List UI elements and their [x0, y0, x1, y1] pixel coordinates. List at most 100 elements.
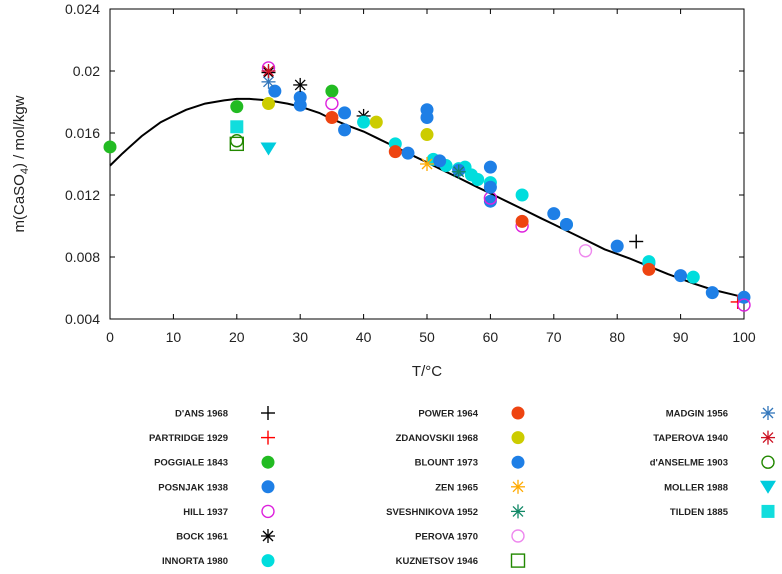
data-point [705, 286, 719, 300]
legend-label: HILL 1937 [183, 507, 228, 518]
data-point [610, 239, 624, 253]
axis-ticks: 0 10 20 30 40 50 60 70 80 90 100 0.004 0.008 0.012 0.0… [65, 1, 756, 345]
y-axis-label-part-1: m(CaSO [11, 174, 28, 232]
x-axis-label: T/°C [412, 363, 442, 380]
legend-label: ZEN 1965 [435, 482, 478, 493]
legend-label: POSNJAK 1938 [158, 482, 228, 493]
y-tick-label: 0.024 [65, 1, 100, 17]
legend-label: MADGIN 1956 [666, 409, 728, 420]
legend-marker [511, 406, 525, 420]
data-point [515, 188, 529, 202]
legend-label: PEROVA 1970 [415, 532, 478, 543]
data-point [483, 194, 497, 208]
data-point [261, 64, 276, 78]
data-points [103, 61, 751, 312]
data-point [262, 97, 275, 111]
data-point [338, 106, 352, 120]
x-tick-label: 40 [356, 329, 372, 345]
legend-marker [510, 553, 526, 568]
data-point [559, 217, 573, 231]
x-tick-label: 80 [609, 329, 625, 345]
data-point [230, 100, 244, 114]
x-tick-label: 90 [673, 329, 689, 345]
legend-label: POGGIALE 1843 [154, 458, 228, 469]
legend-marker [761, 430, 775, 445]
legend-label: D'ANS 1968 [175, 409, 228, 420]
legend-marker [261, 529, 275, 543]
y-tick-label: 0.012 [65, 187, 100, 203]
data-point [388, 145, 402, 159]
legend-label: d'ANSELME 1903 [650, 458, 728, 469]
data-point [230, 134, 244, 148]
data-point [293, 77, 308, 92]
legend-marker [761, 406, 775, 420]
legend-marker [761, 504, 775, 518]
legend-marker [261, 480, 275, 494]
legend-marker [760, 480, 776, 494]
legend-label: TAPEROVA 1940 [653, 433, 728, 444]
legend-marker [261, 455, 275, 469]
data-point [547, 207, 561, 221]
data-point [686, 270, 700, 284]
data-point [369, 115, 383, 129]
legend-marker [261, 406, 275, 420]
legend-label: TILDEN 1885 [670, 507, 729, 518]
data-point [261, 74, 276, 89]
data-point [268, 84, 282, 98]
data-point [471, 173, 485, 186]
data-point [325, 111, 339, 124]
legend-label: MOLLER 1988 [664, 482, 728, 493]
y-tick-label: 0.008 [65, 249, 100, 265]
data-point [642, 262, 656, 276]
legend-marker [511, 479, 525, 494]
legend-marker [511, 455, 525, 469]
data-point [420, 111, 434, 124]
legend-marker [511, 529, 525, 543]
data-point [578, 244, 593, 258]
legend-marker [261, 504, 275, 519]
data-point [420, 157, 434, 171]
y-axis-label-part-2: ) / mol/kgw [11, 95, 28, 168]
legend-label: KUZNETSOV 1946 [396, 556, 478, 567]
x-tick-label: 70 [546, 329, 562, 345]
x-tick-label: 100 [732, 329, 756, 345]
data-point [103, 140, 117, 154]
data-point [451, 164, 466, 179]
legend: D'ANS 1968 PARTRIDGE 1929 POGGIALE 1843 POS… [149, 406, 776, 568]
x-tick-label: 60 [483, 329, 499, 345]
y-tick-label: 0.004 [65, 311, 100, 327]
legend-label: PARTRIDGE 1929 [149, 433, 228, 444]
data-point [483, 160, 497, 174]
data-point [433, 154, 447, 168]
x-tick-label: 50 [419, 329, 435, 345]
data-point [420, 128, 434, 142]
data-point [325, 84, 339, 98]
legend-label: BLOUNT 1973 [415, 458, 478, 469]
data-point [260, 142, 277, 156]
data-point [325, 96, 339, 111]
x-tick-label: 0 [106, 329, 114, 345]
legend-label: SVESHNIKOVA 1952 [386, 507, 478, 518]
x-tick-label: 30 [292, 329, 308, 345]
data-point [293, 98, 307, 112]
legend-marker [511, 504, 525, 519]
legend-label: INNORTA 1980 [162, 556, 228, 567]
data-point [483, 180, 497, 194]
legend-label: POWER 1964 [418, 409, 478, 420]
y-tick-label: 0.02 [73, 63, 100, 79]
data-point [357, 115, 371, 129]
legend-marker [761, 455, 775, 469]
data-point [401, 146, 415, 160]
x-tick-label: 10 [166, 329, 182, 345]
data-point [737, 298, 751, 312]
y-tick-label: 0.016 [65, 125, 100, 141]
data-point [674, 269, 688, 283]
data-point [515, 214, 529, 228]
data-point [230, 120, 244, 134]
legend-marker [511, 431, 525, 445]
legend-label: ZDANOVSKII 1968 [396, 433, 478, 444]
y-axis-label-subscript: 4 [19, 168, 31, 174]
legend-marker [261, 430, 275, 445]
legend-label: BOCK 1961 [176, 532, 228, 543]
